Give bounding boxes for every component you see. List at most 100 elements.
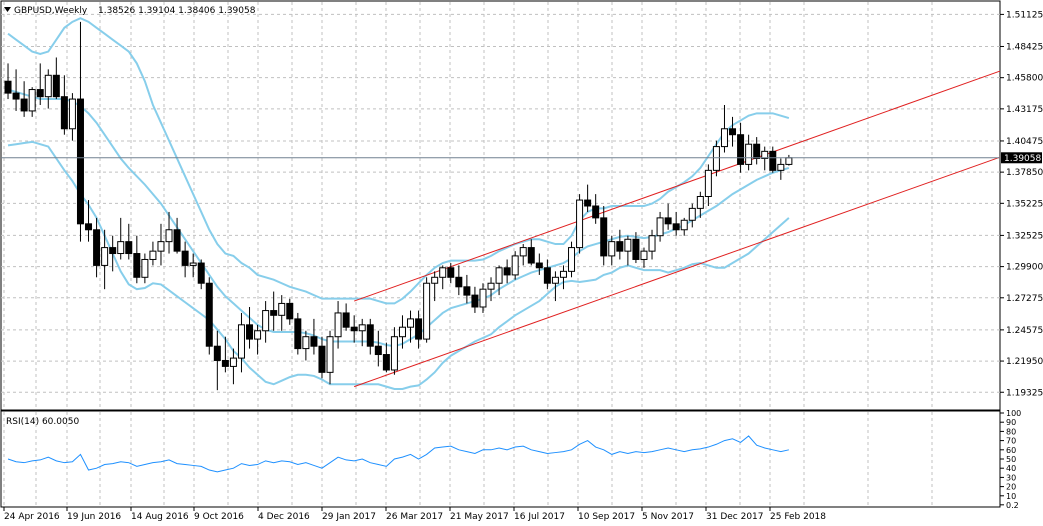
candle — [584, 184, 592, 212]
candle — [173, 217, 181, 254]
candle — [221, 336, 229, 373]
candle — [213, 330, 221, 391]
candle — [157, 223, 165, 266]
candle — [68, 93, 76, 141]
candle — [246, 307, 254, 349]
candle — [737, 122, 745, 173]
candle — [189, 253, 197, 278]
rsi-tick-label: 60 — [1006, 446, 1016, 455]
candle — [101, 229, 109, 290]
candle — [543, 259, 551, 290]
rsi-series — [7, 435, 789, 473]
candle — [761, 146, 769, 171]
price-tick-label: 1.19325 — [1006, 388, 1043, 398]
time-tick-label: 4 Dec 2016 — [258, 512, 310, 522]
candle — [342, 303, 350, 331]
candle — [753, 137, 761, 165]
candle — [769, 146, 777, 173]
candle — [4, 63, 12, 100]
candle — [254, 324, 262, 355]
candle — [286, 298, 294, 325]
candle — [390, 327, 398, 375]
candle — [527, 239, 535, 266]
candle — [471, 286, 479, 313]
candle — [20, 81, 28, 117]
time-tick-label: 5 Nov 2017 — [642, 512, 694, 522]
candle — [616, 229, 624, 260]
rsi-tick-label: 90 — [1006, 418, 1016, 427]
price-tick-label: 1.51125 — [1006, 10, 1043, 20]
time-tick-label: 29 Jan 2017 — [322, 512, 376, 522]
candle — [398, 315, 406, 349]
price-tick-label: 1.35225 — [1006, 199, 1043, 209]
candle — [270, 291, 278, 331]
candle — [407, 310, 415, 343]
time-tick-label: 24 Apr 2016 — [4, 512, 60, 522]
candle — [720, 105, 728, 153]
rsi-tick-label: 30 — [1006, 473, 1016, 482]
rsi-tick-label: 70 — [1006, 437, 1016, 446]
rsi-line — [7, 435, 789, 473]
candle — [576, 194, 584, 254]
rsi-tick-label: 20 — [1006, 483, 1016, 492]
candle — [447, 263, 455, 284]
candle — [374, 330, 382, 367]
candlestick-series — [4, 21, 793, 391]
channel-upper-line[interactable] — [354, 70, 1001, 302]
candle — [165, 211, 173, 254]
price-tick-label: 1.43175 — [1006, 105, 1043, 115]
rsi-tick-label: 40 — [1006, 464, 1016, 473]
current-price-label: 1.39058 — [1004, 154, 1041, 164]
time-tick-label: 16 Jul 2017 — [514, 512, 565, 522]
candle — [52, 57, 60, 100]
candle — [237, 312, 245, 373]
candle — [85, 200, 93, 242]
candle — [592, 194, 600, 224]
rsi-title: RSI(14) 60.0050 — [6, 417, 79, 427]
triangle-down-icon[interactable] — [4, 7, 11, 12]
price-tick-label: 1.24575 — [1006, 326, 1043, 336]
candle — [656, 211, 664, 242]
current-price-tag: 1.39058 — [1, 152, 1042, 164]
price-tick-label: 1.21950 — [1006, 357, 1043, 367]
price-tick-label: 1.37850 — [1006, 168, 1043, 178]
candle — [519, 244, 527, 266]
candle — [181, 241, 189, 278]
main-chart-frame — [0, 0, 1001, 411]
bollinger-lower-band — [7, 140, 790, 390]
candle — [551, 271, 559, 302]
candle — [294, 312, 302, 355]
price-tick-label: 1.48425 — [1006, 42, 1043, 52]
candle — [479, 283, 487, 313]
candle — [125, 223, 133, 260]
candle — [93, 217, 101, 278]
candle — [487, 277, 495, 302]
ohlc-values: 1.38526 1.39104 1.38406 1.39058 — [98, 6, 256, 16]
candle — [358, 318, 366, 347]
candle — [133, 235, 141, 284]
candle — [197, 259, 205, 290]
candle — [704, 164, 712, 206]
candle — [729, 116, 737, 147]
time-tick-label: 25 Feb 2018 — [770, 512, 826, 522]
candle — [318, 336, 326, 379]
candle — [44, 69, 52, 109]
price-axis: 1.51125 1.48425 1.45800 1.43175 1.40475 1.378… — [1000, 10, 1043, 398]
candle — [455, 265, 463, 296]
candle — [559, 265, 567, 290]
channel-lower-line[interactable] — [354, 156, 1001, 388]
candle — [382, 342, 390, 373]
candle — [777, 158, 785, 180]
candle — [712, 140, 720, 177]
candle — [745, 134, 753, 171]
trend-channel — [354, 70, 1001, 388]
candle — [76, 21, 84, 242]
candle — [350, 315, 358, 343]
candle — [640, 247, 648, 268]
candle — [439, 265, 447, 290]
candle — [36, 63, 44, 105]
time-axis: 24 Apr 2016 19 Jun 2016 14 Aug 2016 9 Oct 2… — [3, 507, 826, 522]
candle — [205, 277, 213, 355]
